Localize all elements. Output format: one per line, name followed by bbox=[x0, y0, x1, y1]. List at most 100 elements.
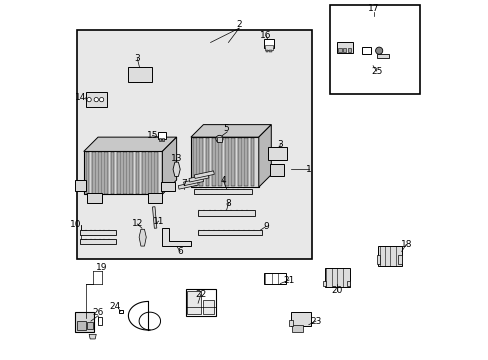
Bar bbox=[129, 152, 133, 194]
Text: 16: 16 bbox=[260, 31, 271, 40]
Bar bbox=[346, 281, 349, 287]
Bar bbox=[265, 50, 268, 53]
Bar bbox=[160, 182, 175, 191]
Text: 3: 3 bbox=[134, 54, 140, 63]
Text: 13: 13 bbox=[170, 154, 182, 163]
Bar bbox=[75, 180, 85, 191]
Bar bbox=[98, 152, 102, 194]
Bar bbox=[218, 138, 222, 186]
Text: 7: 7 bbox=[181, 179, 186, 188]
Bar bbox=[288, 320, 293, 327]
Bar bbox=[329, 5, 419, 94]
Bar bbox=[347, 48, 350, 52]
Bar bbox=[119, 310, 123, 313]
Text: 14: 14 bbox=[74, 93, 86, 102]
Bar bbox=[362, 47, 370, 54]
Text: 12: 12 bbox=[131, 220, 142, 229]
Polygon shape bbox=[139, 229, 146, 246]
Text: 11: 11 bbox=[153, 217, 164, 226]
Bar bbox=[77, 321, 85, 330]
Circle shape bbox=[216, 135, 223, 143]
Text: 17: 17 bbox=[367, 4, 379, 13]
Bar bbox=[324, 267, 349, 287]
Polygon shape bbox=[162, 137, 176, 194]
Bar bbox=[80, 239, 116, 244]
Polygon shape bbox=[83, 137, 176, 152]
Bar bbox=[148, 152, 151, 194]
Bar bbox=[123, 152, 126, 194]
Text: 25: 25 bbox=[370, 67, 382, 76]
Bar bbox=[397, 255, 401, 264]
Bar bbox=[194, 171, 214, 179]
Bar bbox=[192, 138, 196, 186]
Bar bbox=[376, 255, 380, 264]
Bar bbox=[98, 317, 102, 325]
Bar bbox=[237, 138, 241, 186]
Bar bbox=[264, 273, 285, 284]
Polygon shape bbox=[173, 162, 180, 176]
Bar bbox=[291, 325, 302, 332]
Polygon shape bbox=[190, 125, 271, 137]
Bar bbox=[264, 45, 272, 50]
Bar bbox=[148, 193, 162, 203]
Bar bbox=[92, 152, 95, 194]
Bar bbox=[159, 138, 161, 141]
Bar bbox=[205, 138, 209, 186]
Bar bbox=[154, 152, 158, 194]
Bar bbox=[376, 54, 388, 58]
Text: 15: 15 bbox=[146, 131, 158, 140]
Bar bbox=[194, 189, 251, 194]
Text: 22: 22 bbox=[195, 290, 206, 299]
Circle shape bbox=[99, 98, 103, 102]
Text: 9: 9 bbox=[263, 222, 268, 231]
Bar bbox=[162, 138, 164, 141]
Bar bbox=[80, 230, 116, 235]
Bar bbox=[268, 50, 271, 53]
Bar bbox=[128, 67, 151, 82]
Bar bbox=[188, 175, 208, 182]
Bar bbox=[152, 207, 157, 228]
Circle shape bbox=[375, 47, 382, 54]
Bar bbox=[117, 152, 121, 194]
Bar bbox=[343, 48, 346, 52]
Bar bbox=[75, 312, 94, 332]
Bar bbox=[178, 181, 198, 189]
Text: 1: 1 bbox=[305, 165, 311, 174]
Bar bbox=[378, 246, 401, 266]
Bar bbox=[267, 147, 287, 160]
Bar bbox=[142, 152, 145, 194]
Text: 20: 20 bbox=[331, 286, 343, 295]
Bar bbox=[110, 152, 114, 194]
Text: 2: 2 bbox=[236, 20, 242, 29]
Bar bbox=[323, 281, 325, 287]
Polygon shape bbox=[89, 334, 96, 339]
Bar bbox=[250, 138, 254, 186]
Text: 24: 24 bbox=[109, 302, 121, 311]
Text: 26: 26 bbox=[92, 308, 103, 317]
Bar bbox=[158, 132, 165, 139]
Text: 10: 10 bbox=[70, 220, 81, 229]
Text: 18: 18 bbox=[400, 240, 411, 249]
Bar bbox=[212, 138, 215, 186]
Bar bbox=[203, 300, 214, 314]
Bar bbox=[264, 39, 274, 48]
Text: 4: 4 bbox=[220, 176, 225, 185]
Circle shape bbox=[94, 98, 98, 102]
Bar bbox=[186, 291, 201, 314]
Circle shape bbox=[87, 98, 91, 102]
Bar bbox=[77, 30, 312, 258]
Bar bbox=[198, 210, 255, 216]
Bar bbox=[185, 289, 216, 316]
Text: 23: 23 bbox=[309, 316, 321, 325]
Bar bbox=[217, 138, 221, 142]
Text: 8: 8 bbox=[225, 199, 231, 208]
Bar bbox=[104, 152, 108, 194]
Bar bbox=[290, 312, 310, 327]
Bar bbox=[231, 138, 235, 186]
Bar bbox=[244, 138, 247, 186]
Bar bbox=[337, 42, 353, 53]
Bar bbox=[85, 152, 89, 194]
Text: 3: 3 bbox=[277, 140, 283, 149]
Bar bbox=[198, 230, 262, 235]
Bar bbox=[338, 48, 341, 52]
